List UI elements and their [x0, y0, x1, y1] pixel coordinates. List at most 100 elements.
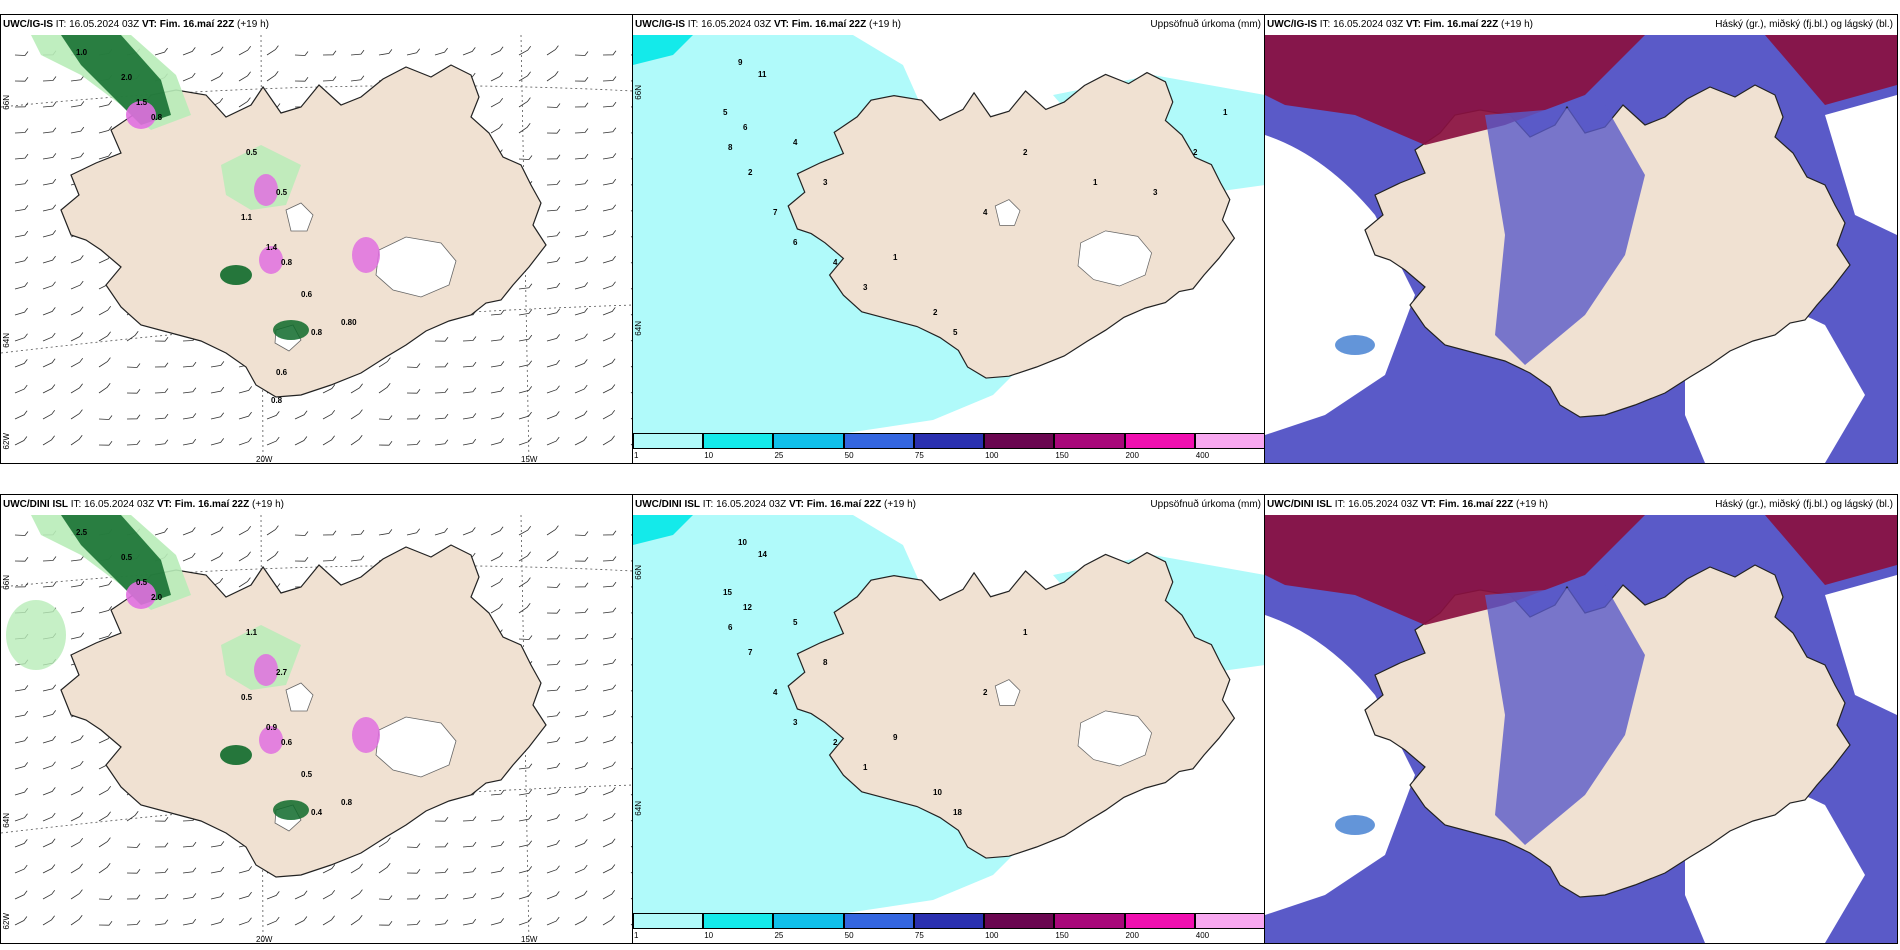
model-name: UWC/IG-IS [1267, 19, 1317, 30]
wind-barb [70, 280, 84, 290]
wind-barb [14, 787, 28, 796]
wind-barb [574, 608, 589, 614]
wind-barb [98, 811, 111, 822]
wind-barb [602, 153, 617, 160]
precip-amount-3: 12 [743, 603, 752, 612]
wind-barb [462, 413, 477, 420]
precip-amount-11: 1 [863, 763, 868, 772]
model-name: UWC/IG-IS [3, 19, 53, 30]
precip-amount-7: 2 [748, 168, 753, 177]
wind-barb [182, 47, 196, 56]
wind-barb [182, 918, 197, 926]
wind-barb [98, 895, 113, 900]
wind-barb [574, 128, 589, 134]
wind-barb [70, 863, 83, 874]
wind-barb [98, 100, 113, 108]
wind-barb [154, 362, 169, 368]
precip-amount-16: 1 [1023, 628, 1028, 637]
wind-barb [434, 816, 449, 822]
wind-barb [602, 307, 616, 316]
wind-barb [462, 438, 477, 446]
colorbar-level-label: 400 [1195, 931, 1210, 940]
precip-colorbar: 1 10 25 50 75 100 150 200 400 [633, 433, 1265, 463]
precip-label-6: 0.5 [241, 693, 253, 702]
wind-barb [266, 891, 280, 900]
iceland-group [60, 544, 547, 878]
iceland-group [787, 551, 1236, 859]
wind-barb [14, 179, 29, 186]
valid-time: Fim. 16.maí 22Z [1438, 499, 1514, 510]
wind-barb [238, 891, 252, 900]
wind-barb [126, 920, 141, 926]
wind-barb [490, 603, 503, 614]
wind-barb [546, 891, 560, 900]
wind-barb [602, 761, 616, 770]
wind-barb [378, 415, 393, 420]
wind-barb [406, 414, 421, 420]
wind-barb [602, 633, 617, 640]
wind-barb [518, 891, 532, 900]
clear-area [1265, 615, 1415, 915]
wind-barb [490, 123, 503, 134]
wind-barb [546, 103, 561, 108]
wind-barb [210, 866, 225, 874]
wind-barb [490, 918, 505, 926]
wind-barb [154, 336, 169, 342]
wind-barb [378, 863, 391, 874]
lat-label-64n: 64N [2, 813, 11, 828]
wind-barb [518, 71, 531, 82]
colorbar-level-label: 100 [985, 931, 999, 940]
panel-cloud-row2: UWC/DINI ISL IT: 16.05.2024 03Z VT: Fim.… [1264, 494, 1898, 944]
wind-barb [434, 336, 449, 342]
precip-amount-15: 4 [983, 208, 988, 217]
colorbar-cell [1054, 913, 1125, 929]
graticule-line [520, 35, 530, 463]
wind-barb [154, 868, 169, 874]
precip-amount-13: 10 [933, 788, 942, 797]
wind-barb [378, 529, 393, 536]
wind-barb [574, 556, 589, 562]
colorbar-level-label: 50 [844, 451, 854, 460]
precip-label-1: 2.0 [121, 73, 133, 82]
heavy-precip-area [220, 265, 252, 285]
low-cloud-area [1335, 815, 1375, 835]
wind-barb [42, 864, 56, 874]
wind-barb [434, 362, 449, 368]
precip-map: 9 11 5 6 8 4 3 2 7 6 4 3 1 2 5 4 2 1 3 2 1 [633, 35, 1265, 435]
precip-amount-13: 2 [933, 308, 938, 317]
vt-label: VT: [1420, 499, 1436, 510]
precip-amount-10: 4 [833, 258, 838, 267]
wind-barb [42, 435, 55, 446]
colorbar-level-label: 150 [1055, 931, 1069, 940]
wind-barb [602, 812, 616, 822]
precip-amount-18: 3 [1153, 188, 1158, 197]
wind-barb [406, 48, 421, 56]
issue-time: IT: 16.05.2024 03Z [1319, 19, 1404, 30]
wind-barb [574, 359, 588, 368]
wind-barb [210, 72, 224, 82]
panel-wind-precip-row2: UWC/DINI ISL IT: 16.05.2024 03Z VT: Fim.… [0, 494, 634, 944]
wind-barb [574, 659, 589, 666]
wind-barb [546, 583, 561, 588]
wind-barb [70, 306, 84, 316]
wind-barb [490, 552, 504, 562]
vt-label: VT: [773, 19, 789, 30]
precip-label-8: 0.8 [281, 258, 293, 267]
wind-barb [14, 359, 28, 368]
wind-barb [98, 126, 113, 134]
wind-barb [42, 684, 57, 692]
precip-label-10: 0.8 [341, 798, 353, 807]
wind-barb [490, 866, 505, 874]
heavy-precip-area [273, 320, 309, 340]
wind-barb [42, 384, 56, 394]
wind-barb [574, 333, 588, 342]
colorbar-cell [703, 913, 774, 929]
wind-barb [70, 632, 85, 640]
wind-barb [406, 388, 421, 394]
wind-barb [350, 529, 365, 536]
precip-amount-3: 6 [743, 123, 748, 132]
wind-barb [546, 180, 561, 186]
wind-barb [602, 178, 617, 186]
wind-barb [210, 412, 225, 420]
wind-barb [490, 577, 504, 588]
